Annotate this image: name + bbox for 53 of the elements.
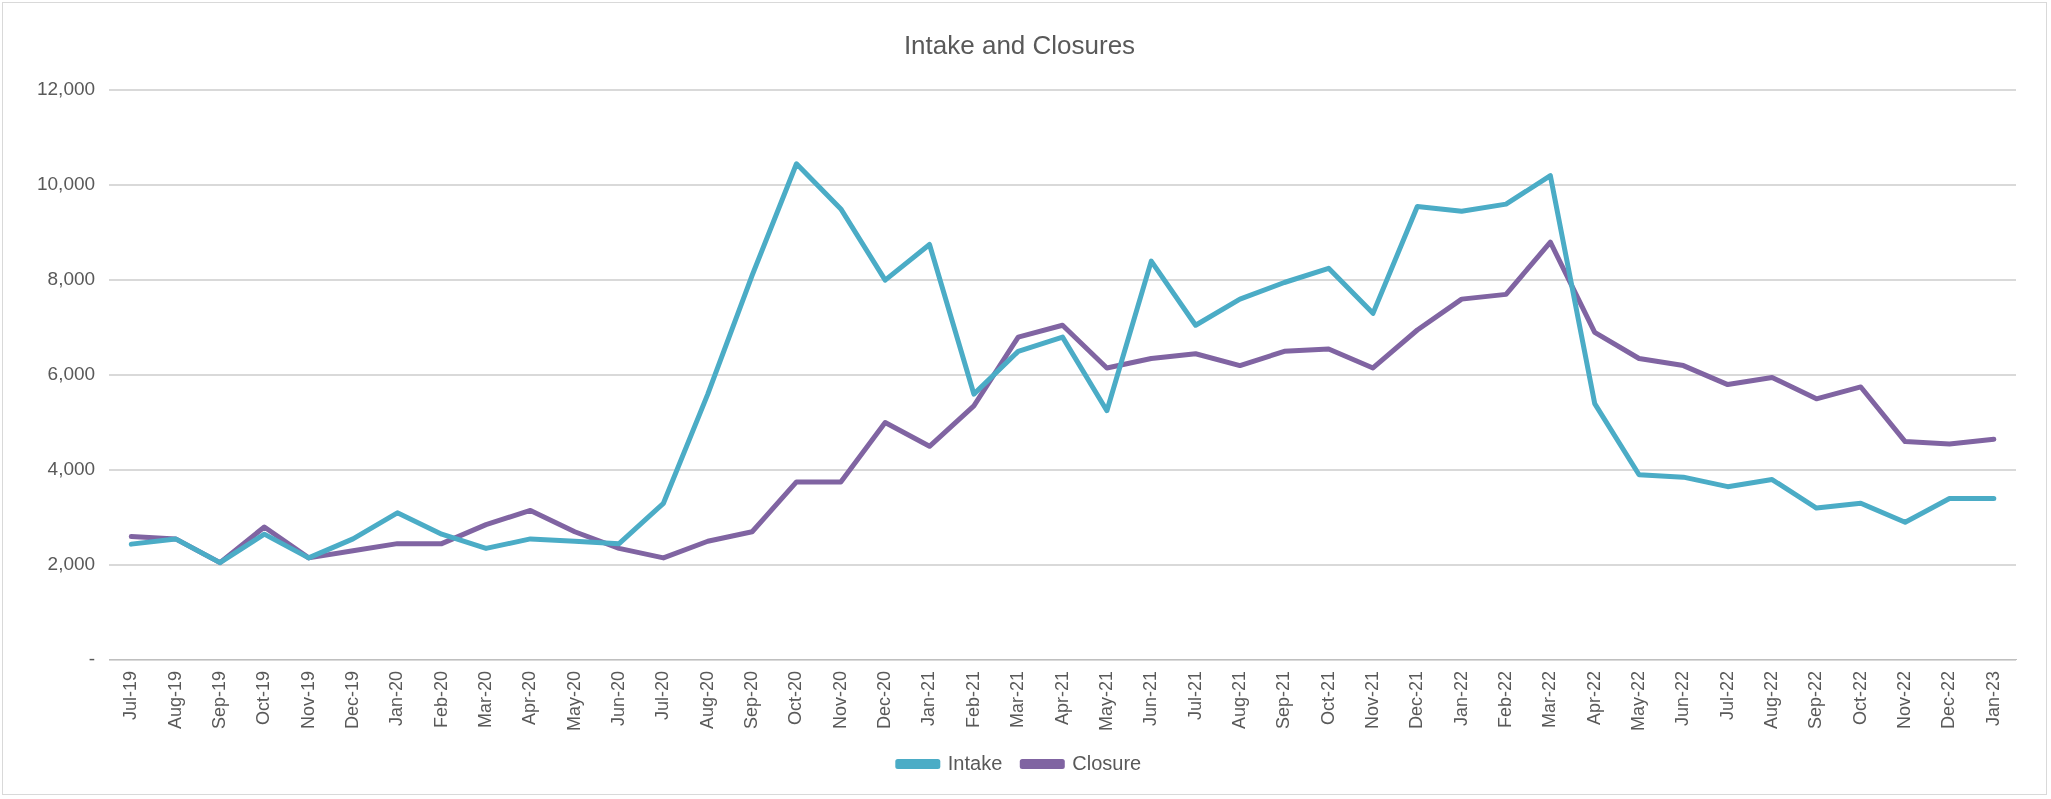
y-tick-label: 12,000 — [36, 78, 96, 100]
x-tick-label: Apr-22 — [1583, 670, 1604, 726]
x-tick-label: Sep-19 — [208, 670, 229, 730]
legend-label: Closure — [1072, 751, 1142, 774]
x-tick-label: Jan-21 — [918, 670, 939, 727]
x-tick-label: Mar-21 — [1007, 670, 1028, 728]
x-tick-label: Feb-20 — [430, 670, 451, 729]
x-tick-label: Sep-22 — [1805, 670, 1826, 730]
x-tick-label: May-20 — [563, 670, 584, 732]
x-tick-label: Sep-21 — [1273, 670, 1294, 730]
x-tick-label: Jul-20 — [652, 670, 673, 721]
x-tick-label: Apr-20 — [519, 670, 540, 726]
x-tick-label: Jan-23 — [1982, 670, 2003, 727]
y-tick-label: 10,000 — [36, 173, 96, 195]
x-tick-label: Jun-20 — [608, 670, 629, 727]
x-tick-label: May-22 — [1628, 670, 1649, 732]
x-tick-label: Jun-22 — [1672, 670, 1693, 727]
x-tick-label: Aug-22 — [1761, 670, 1782, 730]
x-tick-label: Dec-22 — [1938, 670, 1959, 730]
x-tick-label: Apr-21 — [1051, 670, 1072, 726]
x-tick-label: Aug-20 — [696, 670, 717, 730]
x-tick-label: Jul-19 — [120, 670, 141, 721]
x-tick-label: Jul-22 — [1716, 670, 1737, 721]
legend-label: Intake — [947, 751, 1003, 774]
x-tick-label: Nov-22 — [1894, 670, 1915, 730]
x-tick-label: Mar-20 — [475, 670, 496, 728]
y-tick-label: 6,000 — [47, 363, 96, 385]
x-tick-label: Oct-22 — [1849, 670, 1870, 726]
y-tick-label: 4,000 — [47, 458, 96, 480]
x-tick-label: Dec-21 — [1406, 670, 1427, 730]
x-tick-label: Dec-19 — [341, 670, 362, 730]
y-tick-label: 8,000 — [47, 268, 96, 290]
x-tick-label: Aug-19 — [164, 670, 185, 730]
x-tick-label: Oct-20 — [785, 670, 806, 726]
x-tick-label: Oct-19 — [253, 670, 274, 726]
x-tick-label: Jun-21 — [1140, 670, 1161, 727]
x-tick-label: Jan-22 — [1450, 670, 1471, 727]
x-tick-label: Mar-22 — [1539, 670, 1560, 728]
x-tick-label: Nov-20 — [829, 670, 850, 730]
x-tick-label: Nov-21 — [1361, 670, 1382, 730]
x-tick-label: May-21 — [1095, 670, 1116, 732]
x-tick-label: Aug-21 — [1228, 670, 1249, 730]
x-tick-label: Dec-20 — [874, 670, 895, 730]
x-tick-label: Oct-21 — [1317, 670, 1338, 726]
y-tick-label: - — [88, 648, 96, 670]
x-tick-label: Jul-21 — [1184, 670, 1205, 721]
x-tick-label: Sep-20 — [741, 670, 762, 730]
chart-title: Intake and Closures — [903, 29, 1136, 60]
x-tick-label: Jan-20 — [386, 670, 407, 727]
x-tick-label: Nov-19 — [297, 670, 318, 730]
x-tick-label: Feb-22 — [1494, 670, 1515, 729]
y-tick-label: 2,000 — [47, 553, 96, 575]
x-tick-label: Feb-21 — [962, 670, 983, 729]
